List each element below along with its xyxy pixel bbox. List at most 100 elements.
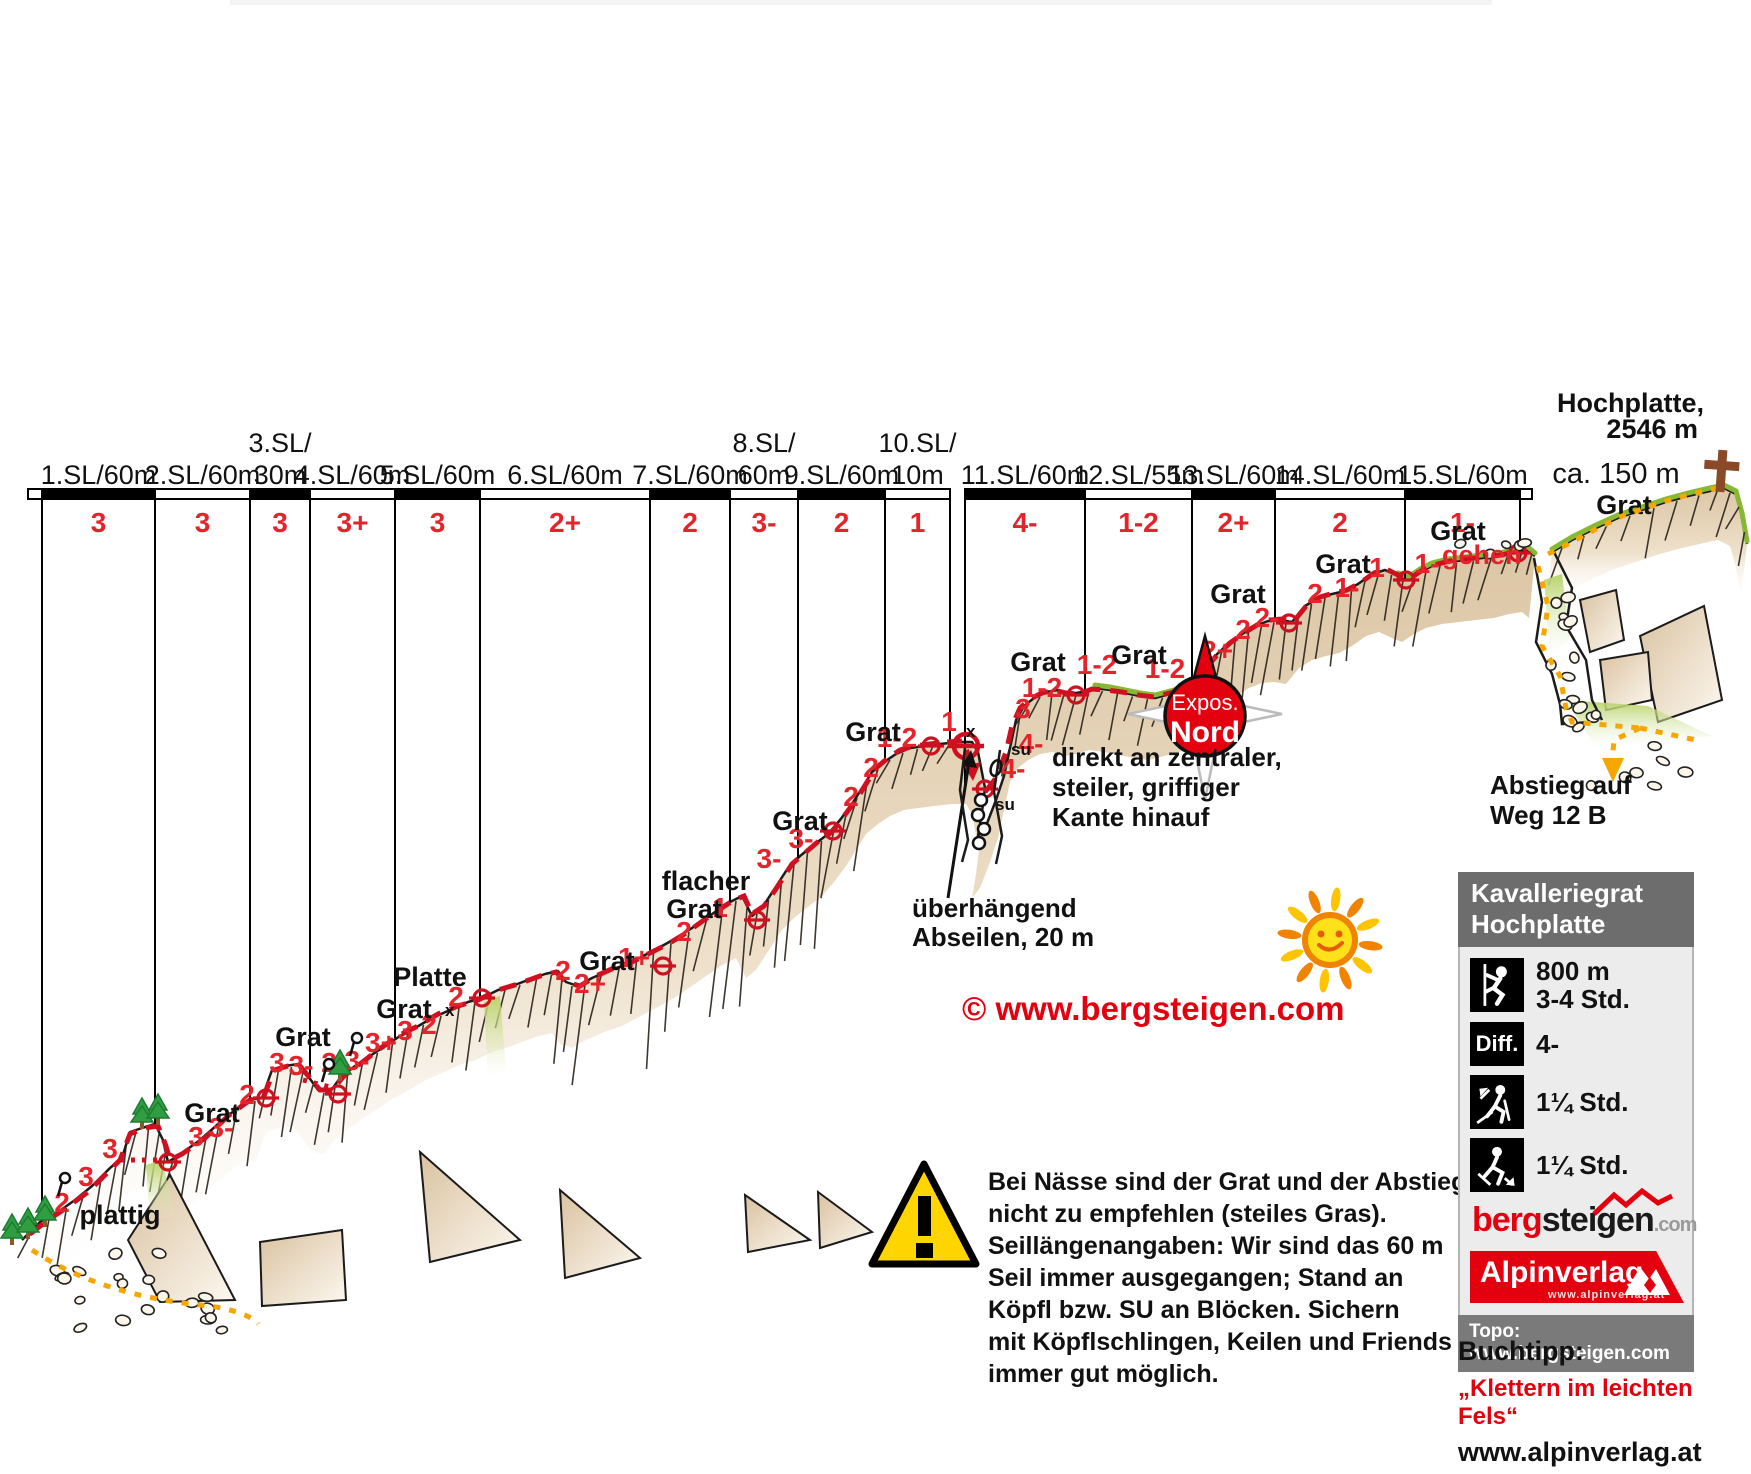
descent-time: 1¼ Std. bbox=[1536, 1150, 1629, 1180]
rock-hatch-line bbox=[1477, 558, 1492, 601]
sling-mark bbox=[56, 1171, 72, 1197]
pitch-bar bbox=[41, 488, 156, 500]
tree-trunk bbox=[156, 1116, 160, 1125]
rock-hatch-line bbox=[1329, 594, 1340, 667]
rock-hatch-line bbox=[1709, 491, 1718, 511]
route-grade: 2- bbox=[1255, 602, 1280, 633]
rock-hatch-line bbox=[1250, 625, 1263, 683]
compass-nord-label: Nord bbox=[1170, 716, 1240, 749]
summit-cross-icon bbox=[1704, 449, 1740, 493]
scree-stone bbox=[1516, 538, 1533, 548]
alpinverlag-mountain-icon bbox=[1624, 1267, 1670, 1295]
rock-hatch-line bbox=[1664, 500, 1678, 541]
sun-ray bbox=[1319, 968, 1330, 993]
sun-face bbox=[1302, 912, 1358, 968]
summit-elevation: 2546 m bbox=[1606, 414, 1698, 444]
rock-hatch-line bbox=[820, 828, 835, 899]
ridge-rest-label: ca. 150 m bbox=[1552, 458, 1679, 490]
rock-hatch-line bbox=[1050, 693, 1065, 741]
rock-hatch-line bbox=[1462, 560, 1475, 604]
belay-ring bbox=[744, 910, 770, 930]
pitch-label: 6.SL/60m bbox=[507, 460, 623, 490]
alpinverlag-logo-name: Alpinverlag bbox=[1480, 1256, 1644, 1289]
rock-hatch-line bbox=[936, 744, 950, 765]
rock-hatch-line bbox=[430, 1015, 442, 1058]
pitch-grade: 3+ bbox=[337, 507, 369, 538]
hiker-down-icon bbox=[1470, 1138, 1524, 1192]
descent-gully bbox=[1532, 551, 1724, 748]
info-box-footer: Topo: www.bergsteigen.com bbox=[1458, 1315, 1694, 1372]
terrain-label: flacher bbox=[662, 866, 751, 896]
scree-stone bbox=[1563, 614, 1578, 628]
rock-hatch-line bbox=[891, 752, 904, 790]
terrain-label: Grat bbox=[666, 894, 722, 924]
sanduhr-chimney bbox=[958, 747, 1004, 865]
anchor-mark: x bbox=[445, 1001, 455, 1020]
rock-hatch-line bbox=[1015, 703, 1030, 726]
rock-hatch-line bbox=[909, 748, 919, 776]
sling-loop bbox=[322, 1057, 336, 1071]
rock-hatch-line bbox=[738, 907, 748, 1007]
info-row-climb: 800 m 3-4 Std. bbox=[1470, 957, 1684, 1013]
tree-icon bbox=[145, 1092, 171, 1125]
rock-hatch-line bbox=[270, 1069, 280, 1116]
warning-line: nicht zu empfehlen (steiles Gras). bbox=[988, 1200, 1387, 1228]
tree-icon bbox=[0, 1212, 25, 1245]
tree-trunk bbox=[43, 1218, 47, 1227]
pitch-grade: 3 bbox=[272, 507, 288, 538]
rock-hatch-line bbox=[1428, 565, 1441, 614]
scree-stone bbox=[56, 1272, 72, 1285]
warning-line: Bei Nässe sind der Grat und der Abstieg bbox=[988, 1168, 1467, 1196]
pitch-grade: 2+ bbox=[1218, 507, 1250, 538]
warning-line: Köpfl bzw. SU an Blöcken. Sichern bbox=[988, 1296, 1400, 1324]
belay-ring bbox=[155, 1152, 181, 1172]
route-grade: 1-2 bbox=[1022, 672, 1062, 703]
info-box-body: 800 m 3-4 Std. Diff. 4- bbox=[1458, 947, 1697, 1315]
info-box-header: Kavalleriegrat Hochplatte bbox=[1458, 872, 1694, 947]
scree-stone bbox=[142, 1274, 156, 1286]
scree-stone bbox=[1646, 780, 1663, 791]
route-grade: 3- bbox=[289, 1050, 314, 1081]
rock-hatch-line bbox=[465, 1001, 476, 1071]
sun-eye bbox=[1335, 930, 1343, 938]
sling-stick bbox=[320, 1067, 328, 1083]
scree-stone bbox=[1550, 596, 1563, 609]
rock-hatch-line bbox=[313, 1092, 325, 1146]
rock-hatch-line bbox=[451, 1007, 460, 1063]
warning-line: mit Köpflschlingen, Keilen und Friends bbox=[988, 1328, 1452, 1356]
tree-bottom bbox=[15, 1214, 41, 1233]
rock-hatch-line bbox=[1577, 535, 1585, 560]
approach-time: 1¼ Std. bbox=[1536, 1087, 1629, 1117]
route-grade: 2 bbox=[1235, 614, 1251, 645]
rock-hatch-line bbox=[1354, 580, 1366, 628]
rock-hatch-line bbox=[921, 746, 934, 772]
pitch-grade: 2 bbox=[834, 507, 850, 538]
scree-stone bbox=[1561, 671, 1576, 682]
sun-eye bbox=[1317, 930, 1325, 938]
route-marks: 23333-233-23-3+32222+1+213-3-221-214-4-3… bbox=[0, 490, 1694, 1335]
pitch-label: 8.SL/ bbox=[732, 428, 796, 458]
route-grade: 3- bbox=[209, 1112, 234, 1143]
sun-ray bbox=[1347, 897, 1364, 918]
route-grade: 1-2 bbox=[1077, 649, 1117, 680]
pitch-label: 13.SL/60m bbox=[1168, 460, 1299, 490]
belay-ring bbox=[1276, 613, 1302, 633]
rock-hatch-line bbox=[41, 1218, 50, 1259]
scree-stone bbox=[204, 1311, 218, 1324]
pitch-boundary-lines bbox=[41, 500, 1521, 1216]
terrain-label: Grat bbox=[1210, 579, 1266, 609]
rock-hatch-line bbox=[1078, 691, 1090, 735]
pitch-label: 15.SL/60m bbox=[1397, 460, 1528, 490]
rock-hatching bbox=[17, 491, 1746, 1269]
warning-line: Seil immer ausgegangen; Stand an bbox=[988, 1264, 1404, 1292]
pitch-bar bbox=[479, 488, 651, 500]
rock-hatch-line bbox=[1028, 696, 1041, 719]
route-grade: 3- bbox=[757, 843, 782, 874]
route-grade: 4- bbox=[1019, 728, 1044, 759]
scree-stone bbox=[1585, 779, 1597, 792]
terrain-label: plattig bbox=[80, 1200, 161, 1230]
pitch-label: 9.SL/60m bbox=[784, 460, 900, 490]
terrain-label: Grat bbox=[1111, 640, 1167, 670]
route-grade: 1- bbox=[1415, 548, 1440, 579]
